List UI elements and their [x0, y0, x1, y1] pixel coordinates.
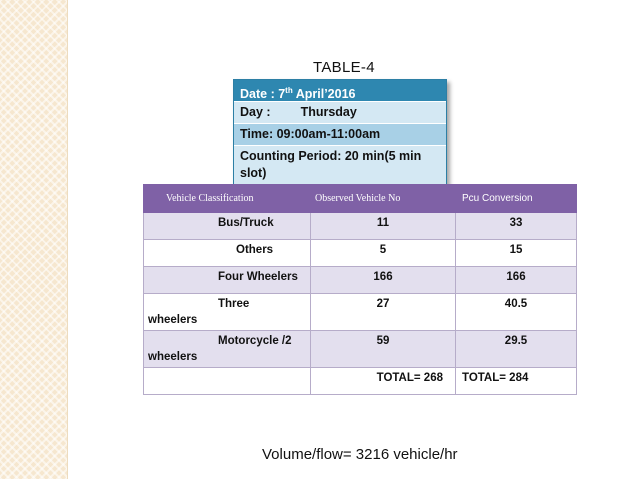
volume-flow-text: Volume/flow= 3216 vehicle/hr [262, 446, 458, 463]
day-label: Day : [240, 105, 271, 119]
classification-text: Others [236, 244, 274, 256]
cell-total-observed: TOTAL= 268 [310, 367, 456, 395]
classification-text: Four Wheelers [218, 271, 298, 283]
cell-classification [143, 367, 311, 395]
cell-pcu: 33 [455, 212, 577, 240]
day-value: Thursday [300, 105, 357, 119]
classification-continuation: wheelers [148, 314, 198, 326]
info-box: Date : 7th April’2016 Day : Thursday Time… [233, 79, 447, 188]
date-label: Date : 7 [240, 87, 286, 102]
cell-observed: 166 [310, 266, 456, 294]
day-row: Day : Thursday [234, 101, 446, 123]
cell-classification: Motorcycle /2 wheelers [143, 330, 311, 368]
table-row: Others 5 15 [143, 239, 577, 267]
cell-classification: Others [143, 239, 311, 267]
date-superscript: th [285, 86, 293, 95]
header-classification: Vehicle Classification [143, 184, 311, 213]
cell-observed: 5 [310, 239, 456, 267]
classification-text: Three [218, 298, 250, 310]
cell-pcu: 29.5 [455, 330, 577, 368]
date-row: Date : 7th April’2016 [234, 80, 446, 101]
cell-classification: Four Wheelers [143, 266, 311, 294]
table-row: Four Wheelers 166 166 [143, 266, 577, 294]
cell-observed: 59 [310, 330, 456, 368]
table-title: TABLE-4 [313, 59, 375, 76]
cell-pcu: 15 [455, 239, 577, 267]
cell-pcu: 40.5 [455, 293, 577, 331]
time-row: Time: 09:00am-11:00am [234, 123, 446, 145]
table-total-row: TOTAL= 268 TOTAL= 284 [143, 367, 577, 395]
cell-classification: Bus/Truck [143, 212, 311, 240]
vehicle-table: Vehicle Classification Observed Vehicle … [143, 184, 577, 395]
table-header-row: Vehicle Classification Observed Vehicle … [143, 184, 577, 213]
classification-text: Motorcycle /2 [218, 335, 292, 347]
classification-continuation: wheelers [148, 351, 198, 363]
date-rest: April’2016 [292, 87, 356, 102]
classification-text: Bus/Truck [218, 217, 274, 229]
table-row: Three wheelers 27 40.5 [143, 293, 577, 331]
cell-pcu: 166 [455, 266, 577, 294]
cell-observed: 27 [310, 293, 456, 331]
counting-period-row: Counting Period: 20 min(5 min slot) [234, 145, 446, 187]
decorative-side-band [0, 0, 68, 479]
cell-observed: 11 [310, 212, 456, 240]
table-row: Bus/Truck 11 33 [143, 212, 577, 240]
table-row: Motorcycle /2 wheelers 59 29.5 [143, 330, 577, 368]
cell-classification: Three wheelers [143, 293, 311, 331]
header-pcu: Pcu Conversion [455, 184, 577, 213]
cell-total-pcu: TOTAL= 284 [455, 367, 577, 395]
header-observed: Observed Vehicle No [310, 184, 456, 213]
